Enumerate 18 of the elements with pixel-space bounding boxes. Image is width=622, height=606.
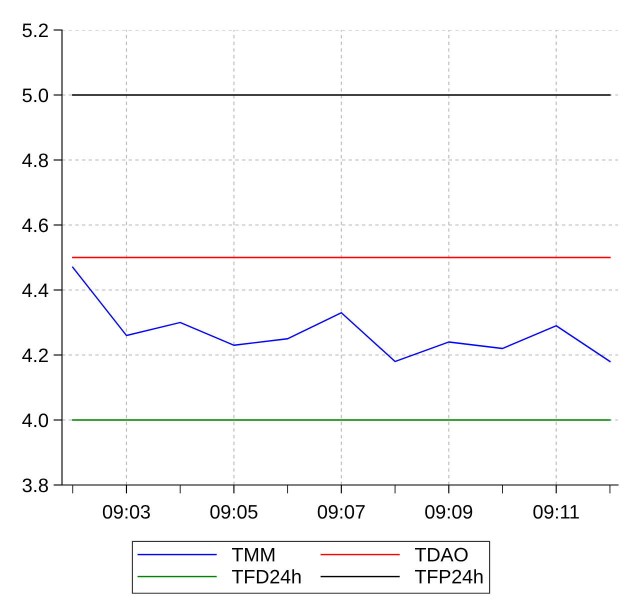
y-tick-label: 3.8 — [22, 478, 48, 492]
x-tick-label: 09:09 — [425, 504, 472, 519]
x-tick-label: 09:05 — [210, 504, 258, 519]
y-tick-label: 4.2 — [22, 348, 48, 362]
legend-label: TMM — [232, 548, 274, 562]
x-tick-label: 09:07 — [318, 504, 365, 519]
y-tick-label: 4.4 — [22, 284, 48, 298]
x-tick-label: 09:03 — [102, 504, 150, 519]
x-tick-label: 09:11 — [533, 504, 579, 519]
legend-label: TFP24h — [415, 569, 482, 584]
y-tick-label: 5.2 — [22, 23, 48, 38]
y-tick-label: 4.0 — [22, 413, 48, 428]
legend-label: TDAO — [415, 548, 468, 562]
legend-label: TFD24h — [232, 569, 301, 584]
y-tick-label: 4.6 — [22, 218, 48, 232]
y-tick-label: 4.8 — [22, 153, 48, 168]
y-tick-label: 5.0 — [22, 88, 48, 102]
line-series — [72, 266, 611, 362]
